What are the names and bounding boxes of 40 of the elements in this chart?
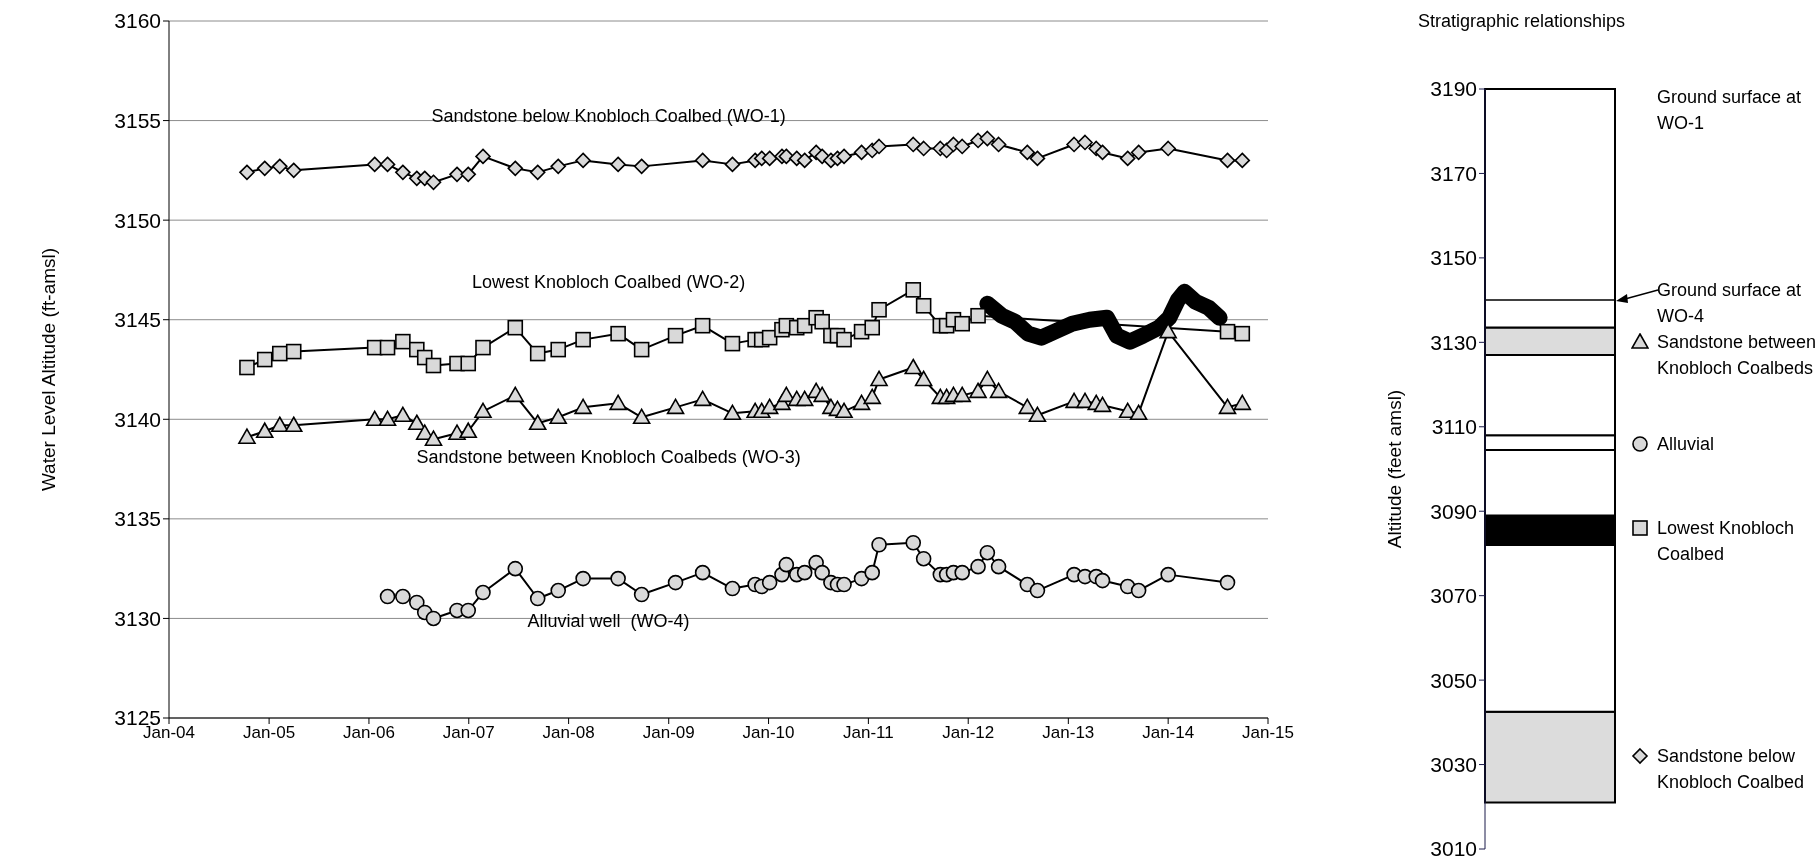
y-tick-label: 3150 (1430, 246, 1477, 270)
x-tick-label: Jan-07 (442, 723, 495, 743)
x-tick-label: Jan-15 (1242, 723, 1294, 743)
y-tick-label: 3130 (1430, 330, 1477, 354)
y-tick-label: 3010 (1430, 837, 1477, 861)
text: Sandstone below Knobloch Coalbed (1657, 745, 1806, 794)
y-tick-label: 3170 (1430, 161, 1477, 185)
series-label: Sandstone below Knobloch Coalbed (WO-1) (431, 105, 786, 126)
y-tick-label: 3135 (114, 507, 161, 531)
text: Ground surface at WO-1 (1657, 86, 1803, 135)
y-tick-label: 3110 (1431, 415, 1477, 439)
text: Sandstone between Knobloch Coalbeds (1657, 331, 1818, 380)
y-tick-label: 3070 (1430, 584, 1477, 608)
ref-line-label: Ground surface at WO-4 (1657, 279, 1803, 329)
x-tick-label: Jan-08 (542, 723, 595, 743)
y-tick-label: 3050 (1430, 668, 1477, 692)
x-tick-label: Jan-12 (942, 723, 995, 743)
y-tick-label: 3145 (114, 308, 161, 332)
y-tick-label: 3030 (1430, 753, 1477, 777)
y-axis-title: Water Level Altitude (ft-amsl) (37, 247, 59, 492)
y-tick-label: 3150 (114, 208, 161, 232)
series-label: Sandstone between Knobloch Coalbeds (WO-3) (416, 447, 801, 468)
x-tick-label: Jan-10 (742, 723, 795, 743)
y-tick-label: 3090 (1430, 499, 1477, 523)
x-tick-label: Jan-13 (1042, 723, 1095, 743)
text: Lowest Knobloch Coalbed (WO-2) (472, 272, 746, 293)
text: Lowest Knobloch Coalbed (1657, 517, 1796, 566)
x-tick-label: Jan-09 (642, 723, 695, 743)
x-tick-label: Jan-06 (342, 723, 395, 743)
y-tick-label: 3140 (114, 407, 161, 431)
y-tick-label: 3160 (114, 9, 161, 33)
x-tick-label: Jan-14 (1142, 723, 1195, 743)
x-tick-label: Jan-05 (243, 723, 296, 743)
y-tick-label: 3130 (114, 606, 161, 630)
y-tick-label: 3190 (1430, 77, 1477, 101)
series-label: Alluvial well (WO-4) (527, 610, 690, 631)
chart-title: Stratigraphic relationships (1418, 10, 1626, 33)
text: Alluvial (1657, 433, 1716, 456)
x-tick-label: Jan-11 (843, 723, 894, 743)
y-tick-label: 3155 (114, 109, 161, 133)
